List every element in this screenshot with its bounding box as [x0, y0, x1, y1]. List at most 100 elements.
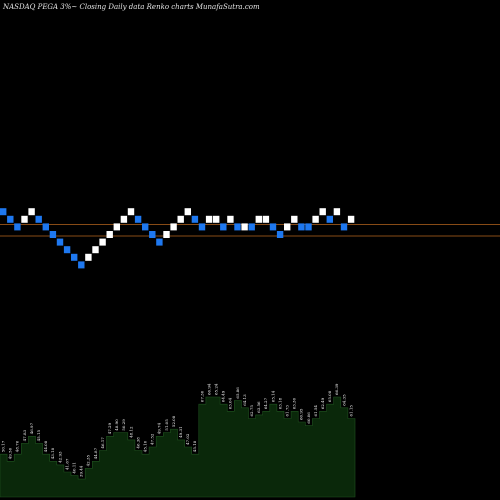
- renko-brick: [127, 208, 135, 216]
- renko-brick: [305, 223, 312, 231]
- renko-brick: [156, 238, 163, 246]
- volume-label: 49.56: [8, 447, 13, 459]
- renko-brick: [134, 215, 142, 223]
- volume-label: 50.17: [1, 440, 6, 452]
- volume-label: 62.49: [320, 397, 325, 409]
- renko-brick: [184, 208, 191, 216]
- renko-brick: [347, 215, 355, 223]
- renko-brick: [14, 223, 21, 231]
- volume-label: 40.11: [72, 462, 77, 473]
- renko-brick: [205, 215, 213, 223]
- renko-brick: [312, 215, 319, 223]
- volume-label: 44.08: [43, 440, 48, 452]
- volume-label: 65.14: [270, 390, 275, 402]
- volume-label: 63.30: [292, 397, 297, 409]
- renko-brick: [227, 215, 234, 223]
- volume-label: 47.02: [185, 433, 190, 445]
- volume-label: 51.05: [164, 419, 169, 431]
- volume-label: 65.24: [214, 383, 219, 395]
- renko-brick: [241, 223, 248, 231]
- renko-brick: [340, 223, 348, 231]
- renko-brick: [28, 208, 35, 216]
- renko-brick: [255, 215, 262, 223]
- volume-label: 48.12: [128, 426, 133, 438]
- volume-label: 49.31: [178, 426, 183, 437]
- volume-label: 44.87: [93, 447, 98, 459]
- renko-brick: [0, 208, 7, 216]
- volume-label: 63.56: [256, 401, 261, 413]
- volume-label: 47.29: [107, 422, 112, 434]
- volume-label: 61.54: [313, 405, 318, 417]
- renko-brick: [49, 231, 57, 238]
- volume-label: 60.95: [299, 408, 304, 420]
- volume-label: 61.15: [348, 405, 353, 417]
- renko-brick: [113, 223, 120, 231]
- volume-label: 67.30: [199, 390, 204, 402]
- renko-brick: [177, 215, 184, 223]
- volume-label: 63.18: [277, 397, 282, 409]
- renko-brick: [42, 223, 49, 231]
- volume-label: 48.76: [15, 440, 20, 452]
- renko-brick: [298, 223, 305, 231]
- renko-brick: [21, 215, 28, 223]
- renko-brick: [213, 215, 220, 223]
- volume-label: 46.38: [135, 437, 140, 449]
- volume-label: 62.75: [249, 405, 254, 417]
- volume-label: 42.93: [57, 451, 62, 463]
- renko-brick: [170, 223, 177, 231]
- renko-brick: [142, 223, 149, 231]
- volume-label: 64.35: [341, 394, 346, 406]
- renko-brick: [56, 238, 64, 246]
- renko-brick: [7, 215, 14, 223]
- volume-label: 65.86: [235, 387, 240, 399]
- renko-brick: [149, 231, 156, 238]
- volume-label: 39.44: [79, 465, 84, 477]
- volume-label: 63.04: [228, 397, 233, 409]
- renko-brick: [284, 223, 291, 231]
- volume-label: 64.49: [221, 390, 226, 402]
- renko-brick: [319, 208, 326, 216]
- volume-label: 50.29: [121, 419, 126, 431]
- volume-label: 52.08: [171, 415, 176, 427]
- volume-label: 64.13: [242, 394, 247, 406]
- volume-label: 49.74: [157, 422, 162, 434]
- renko-brick: [92, 246, 99, 254]
- renko-brick: [71, 253, 78, 261]
- renko-brick: [191, 215, 199, 223]
- volume-label: 43.18: [50, 447, 55, 459]
- volume-label: 47.52: [150, 433, 155, 445]
- volume-label: 45.15: [36, 429, 41, 441]
- renko-brick: [198, 223, 206, 231]
- chart-title: NASDAQ PEGA 3%~ Closing Daily data Renko…: [2, 3, 260, 11]
- volume-label: 45.18: [192, 440, 197, 452]
- renko-brick: [35, 215, 42, 223]
- renko-brick: [276, 231, 284, 238]
- renko-brick: [120, 215, 128, 223]
- renko-brick: [333, 208, 341, 216]
- renko-brick: [220, 223, 227, 231]
- volume-label: 60.06: [306, 412, 311, 424]
- renko-brick: [269, 223, 277, 231]
- volume-label: 66.94: [206, 383, 211, 395]
- volume-label: 64.27: [263, 397, 268, 409]
- volume-label: 61.73: [285, 405, 290, 417]
- volume-label: 66.39: [334, 383, 339, 395]
- renko-brick: [262, 215, 270, 223]
- volume-label: 46.17: [100, 437, 105, 449]
- renko-brick: [248, 223, 255, 231]
- renko-brick: [78, 261, 85, 269]
- renko-brick: [85, 253, 92, 261]
- volume-label: 65.08: [327, 390, 332, 402]
- volume-panel: 50.1749.5648.7647.8346.9745.1544.0843.18…: [0, 383, 356, 498]
- renko-brick: [99, 238, 106, 246]
- renko-bricks: [0, 208, 355, 269]
- volume-label: 45.10: [143, 440, 148, 452]
- renko-brick: [163, 231, 170, 238]
- renko-brick: [326, 215, 333, 223]
- volume-area: [0, 396, 356, 498]
- volume-label: 42.35: [86, 454, 91, 466]
- renko-brick: [63, 246, 71, 254]
- volume-label: 48.90: [114, 419, 119, 431]
